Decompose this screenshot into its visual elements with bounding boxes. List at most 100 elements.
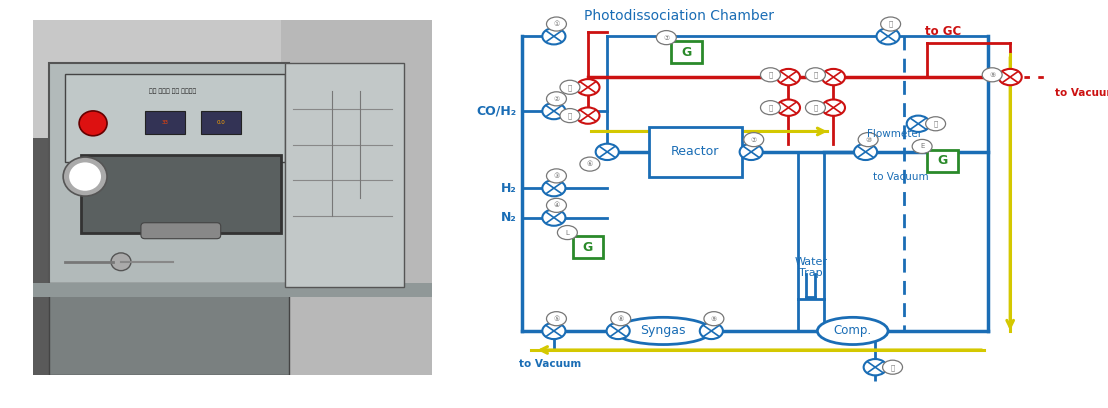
Circle shape [859, 133, 879, 146]
Text: ⑩: ⑩ [865, 137, 871, 143]
Circle shape [743, 133, 763, 146]
Circle shape [998, 69, 1022, 85]
Ellipse shape [818, 317, 889, 344]
Text: to Vacuum: to Vacuum [519, 359, 581, 368]
Circle shape [863, 359, 886, 375]
Text: H₂: H₂ [501, 182, 516, 195]
Text: ⑨: ⑨ [989, 72, 995, 78]
Circle shape [881, 17, 901, 31]
Text: ⓐ: ⓐ [567, 84, 572, 91]
FancyBboxPatch shape [280, 20, 432, 375]
Text: N₂: N₂ [501, 211, 516, 224]
Circle shape [546, 92, 566, 106]
Text: ⑧: ⑧ [617, 316, 624, 322]
Circle shape [700, 323, 722, 339]
Circle shape [557, 226, 577, 239]
Text: ⓑ: ⓑ [567, 112, 572, 119]
Text: E: E [920, 144, 924, 149]
Text: ②: ② [553, 96, 560, 102]
Circle shape [542, 323, 565, 339]
Text: to Vacuum: to Vacuum [873, 172, 929, 182]
Text: 33: 33 [162, 120, 168, 125]
Circle shape [111, 253, 131, 271]
Text: ③: ③ [553, 173, 560, 179]
Text: Comp.: Comp. [833, 324, 872, 337]
Circle shape [906, 115, 930, 132]
Circle shape [542, 28, 565, 44]
Text: 촉매 메탄화 반응 시험장비: 촉매 메탄화 반응 시험장비 [150, 89, 196, 94]
Text: ⑬: ⑬ [891, 364, 894, 370]
Circle shape [876, 28, 900, 44]
FancyBboxPatch shape [649, 127, 741, 177]
Circle shape [925, 117, 945, 131]
Circle shape [546, 17, 566, 31]
Circle shape [822, 100, 845, 116]
FancyBboxPatch shape [33, 20, 432, 375]
FancyBboxPatch shape [49, 283, 288, 375]
Text: Reactor: Reactor [671, 145, 719, 158]
FancyBboxPatch shape [141, 223, 220, 239]
Circle shape [883, 360, 903, 374]
Circle shape [611, 312, 630, 326]
Text: ⓒ: ⓒ [768, 71, 772, 78]
FancyBboxPatch shape [33, 283, 432, 297]
Text: ⓕ: ⓕ [813, 104, 818, 111]
Circle shape [596, 144, 618, 160]
Circle shape [79, 111, 107, 136]
Circle shape [777, 69, 800, 85]
Circle shape [576, 107, 599, 124]
Text: 0.0: 0.0 [216, 120, 225, 125]
Text: ⑫: ⑫ [934, 120, 937, 127]
Text: ④: ④ [553, 202, 560, 208]
Circle shape [63, 157, 107, 196]
Circle shape [854, 144, 878, 160]
FancyBboxPatch shape [49, 63, 288, 286]
Circle shape [912, 140, 932, 153]
FancyBboxPatch shape [201, 111, 240, 134]
Circle shape [777, 100, 800, 116]
Text: G: G [681, 46, 692, 59]
Circle shape [656, 31, 676, 44]
FancyBboxPatch shape [145, 111, 185, 134]
FancyBboxPatch shape [65, 74, 285, 162]
Text: ⑨: ⑨ [710, 316, 717, 322]
Circle shape [740, 144, 762, 160]
Circle shape [576, 79, 599, 95]
Circle shape [560, 109, 579, 123]
Circle shape [546, 169, 566, 183]
Text: L: L [565, 230, 570, 235]
Text: Flowmeter: Flowmeter [866, 129, 922, 139]
Circle shape [760, 101, 780, 115]
Text: ⑦: ⑦ [664, 35, 669, 41]
Circle shape [542, 180, 565, 196]
Circle shape [806, 68, 825, 82]
Ellipse shape [615, 317, 711, 344]
Text: ⓔ: ⓔ [813, 71, 818, 78]
FancyBboxPatch shape [33, 20, 432, 137]
Text: CO/H₂: CO/H₂ [476, 104, 516, 118]
Text: ⑦: ⑦ [750, 137, 757, 143]
Text: Syngas: Syngas [640, 324, 686, 337]
Text: Photodissociation Chamber: Photodissociation Chamber [584, 9, 774, 23]
FancyBboxPatch shape [671, 41, 702, 63]
Circle shape [546, 198, 566, 213]
Circle shape [704, 312, 724, 326]
Circle shape [546, 312, 566, 326]
Circle shape [982, 68, 1002, 82]
Circle shape [822, 69, 845, 85]
Text: G: G [937, 155, 947, 167]
Text: ⑪: ⑪ [889, 21, 893, 27]
FancyBboxPatch shape [927, 150, 958, 172]
FancyBboxPatch shape [573, 236, 604, 258]
Text: Water
Trap: Water Trap [794, 257, 828, 278]
Text: ⑥: ⑥ [587, 161, 593, 167]
Circle shape [560, 80, 579, 94]
Circle shape [606, 323, 629, 339]
FancyBboxPatch shape [81, 155, 280, 233]
Circle shape [760, 68, 780, 82]
Circle shape [579, 157, 599, 171]
FancyBboxPatch shape [285, 63, 404, 286]
Text: ⓓ: ⓓ [768, 104, 772, 111]
Text: G: G [583, 241, 593, 253]
Text: ①: ① [553, 21, 560, 27]
